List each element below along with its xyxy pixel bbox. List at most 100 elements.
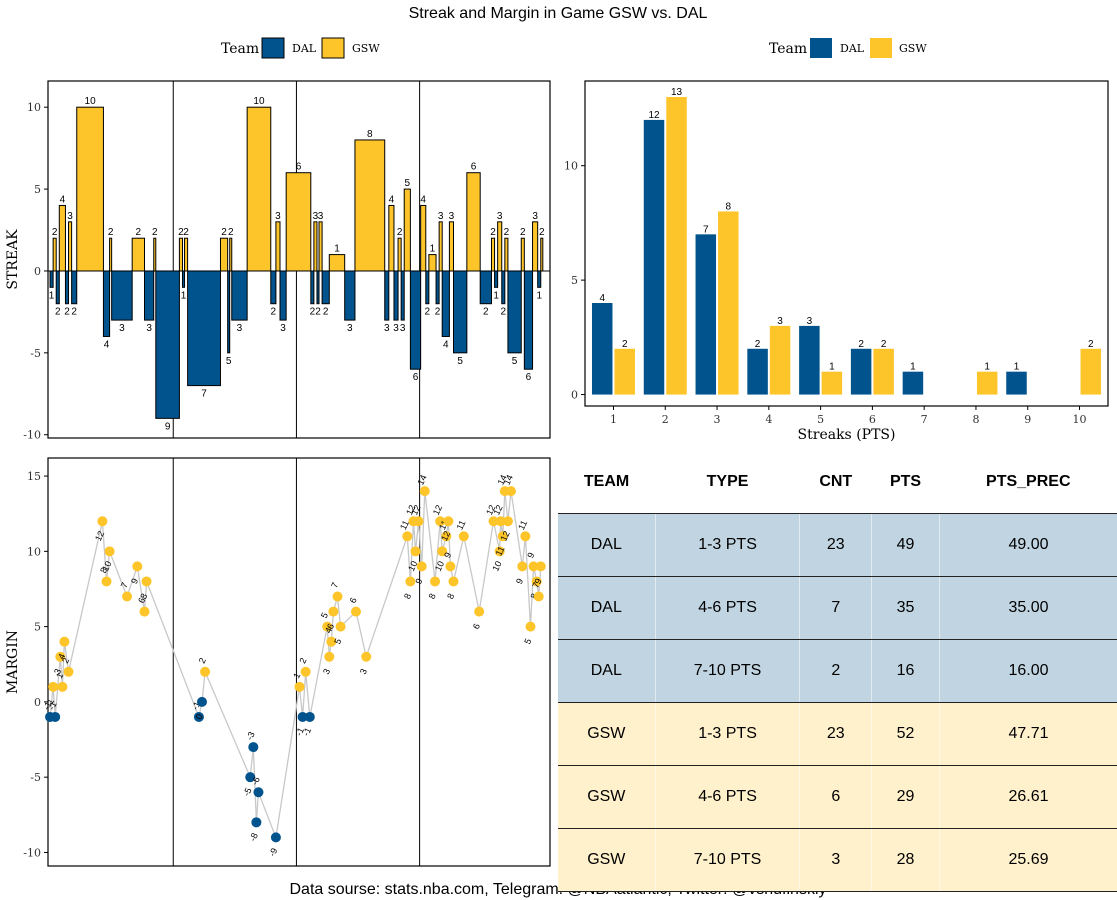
dist-xtick-label: 3 (714, 413, 721, 426)
cell-pts: 35 (871, 576, 940, 640)
streak-bar-label: 2 (152, 227, 158, 238)
streak-bar-label: 2 (520, 227, 526, 238)
margin-point-label: -1 (41, 700, 53, 711)
margin-ytick-label: -5 (30, 771, 41, 784)
streak-bar (453, 270, 468, 354)
margin-point (122, 591, 133, 602)
streak-bar-label: 2 (136, 227, 142, 238)
streak-ytick-label: 5 (34, 183, 41, 196)
cell-team: GSW (558, 828, 656, 892)
dist-plot-border (584, 80, 1109, 407)
margin-point (437, 546, 448, 557)
table-row: DAL 1-3 PTS 23 49 49.00 (558, 513, 1117, 577)
margin-point (253, 787, 264, 798)
streak-bar-label: 7 (201, 389, 207, 400)
streak-bar (466, 172, 481, 272)
legend-left-key-gsw (321, 37, 345, 59)
cell-pts-prec: 35.00 (939, 576, 1117, 640)
margin-ytick-label: 5 (34, 621, 41, 634)
streak-bar (187, 270, 221, 387)
margin-point (531, 576, 542, 587)
streak-bar-label: 6 (413, 372, 419, 383)
margin-point (324, 651, 335, 662)
streak-bar-label: 2 (108, 227, 114, 238)
streak-bar-label: 3 (347, 323, 353, 334)
streak-bar-label: 3 (532, 211, 538, 222)
margin-point-label: 8 (445, 592, 456, 601)
margin-point (270, 832, 281, 843)
streak-bar (313, 221, 318, 272)
streak-bar (409, 270, 422, 370)
margin-point-label: 14 (495, 473, 508, 486)
cell-cnt: 6 (799, 765, 872, 829)
streak-bar-label: 2 (397, 227, 403, 238)
streak-bar-label: 1 (181, 290, 187, 301)
dist-ytick-label: 0 (571, 389, 578, 402)
margin-point (520, 531, 531, 542)
cell-type: 4-6 PTS (654, 576, 800, 640)
streak-bar-label: 3 (318, 211, 324, 222)
streak-bar (285, 172, 312, 272)
streak-bar-label: 3 (280, 323, 286, 334)
streak-bar (501, 270, 506, 305)
margin-point (200, 666, 211, 677)
streak-bar-label: 2 (435, 307, 441, 318)
streak-bar-label: 3 (67, 211, 73, 222)
streak-bar (494, 270, 499, 288)
margin-point (474, 606, 485, 617)
streak-bar-label: 4 (389, 194, 395, 205)
cell-pts-prec: 26.61 (939, 765, 1117, 829)
margin-point (196, 696, 207, 707)
dist-bar-label: 1 (829, 362, 835, 373)
margin-point (332, 591, 343, 602)
margin-point (297, 711, 308, 722)
streak-bar (328, 254, 346, 272)
streak-bar (504, 237, 509, 272)
streak-bar (52, 237, 57, 272)
margin-point (435, 516, 446, 527)
legend-left-label-gsw: GSW (352, 42, 380, 55)
streak-bar-label: 6 (526, 372, 532, 383)
margin-point-label: 8 (427, 592, 438, 601)
margin-point (63, 666, 74, 677)
streak-bar (354, 139, 386, 272)
cell-team: DAL (558, 639, 656, 703)
margin-point-label: -5 (241, 786, 253, 797)
dist-xtick-label: 2 (662, 413, 669, 426)
margin-point-label: 7 (530, 581, 541, 590)
streak-bar-label: 2 (315, 307, 321, 318)
margin-point (132, 561, 143, 572)
streak-bar-label: 8 (367, 129, 373, 140)
streak-bar-label: 4 (420, 194, 426, 205)
cell-pts-prec: 25.69 (939, 828, 1117, 892)
streak-bar (58, 204, 66, 272)
table-row: GSW 7-10 PTS 3 28 25.69 (558, 828, 1117, 892)
cell-type: 7-10 PTS (654, 639, 800, 703)
streak-bar-label: 5 (405, 178, 411, 189)
streak-bar (435, 270, 440, 305)
cell-team: DAL (558, 576, 656, 640)
margin-point-label: 1 (54, 671, 65, 680)
streak-bar (520, 237, 525, 272)
margin-point-label: 11 (398, 519, 411, 532)
margin-point (533, 591, 544, 602)
margin-point (416, 561, 427, 572)
streak-bar (76, 106, 104, 272)
streak-bar (428, 254, 437, 272)
streak-bar (448, 221, 455, 272)
stats-table-header: TEAM TYPE CNT PTS PTS_PREC (558, 450, 1117, 514)
stats-table: TEAM TYPE CNT PTS PTS_PREC DAL 1-3 PTS 23 4… (558, 450, 1117, 892)
streak-ytick-label: 10 (27, 101, 41, 114)
streak-bar-label: 3 (393, 323, 399, 334)
margin-point (59, 636, 70, 647)
dist-bar-label: 13 (671, 87, 683, 98)
margin-point (517, 561, 528, 572)
streak-bar (344, 270, 356, 321)
streak-bar (316, 270, 320, 305)
legend-right-label-dal: DAL (840, 42, 865, 55)
margin-point-label: 8 (402, 592, 413, 601)
cell-pts: 29 (871, 765, 940, 829)
streak-bar-label: 6 (471, 162, 477, 173)
legend-right-key-dal (810, 38, 832, 58)
table-row: DAL 4-6 PTS 7 35 35.00 (558, 576, 1117, 640)
